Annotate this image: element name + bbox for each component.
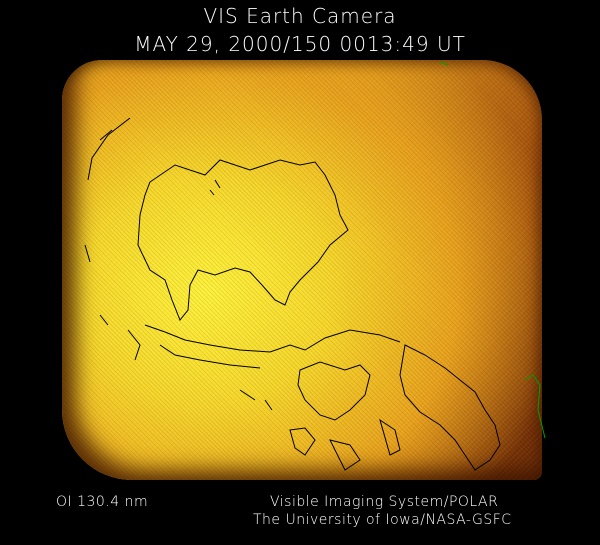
coastline-small-islands [209,179,401,471]
limb-trace [439,61,546,439]
coastline-misc [84,244,273,411]
instrument-label: Visible Imaging System/POLAR [270,494,499,510]
image-noise [62,60,542,480]
coastline-new-guinea [399,344,501,471]
coastline-islands-west [127,324,401,369]
coastline-asia [87,117,349,321]
earth-camera-image [62,60,542,480]
observation-timestamp: MAY 29, 2000/150 0013:49 UT [134,32,466,56]
camera-title: VIS Earth Camera [203,4,397,28]
institution-label: The University of Iowa/NASA-GSFC [253,512,512,528]
filter-wavelength-label: OI 130.4 nm [56,494,149,510]
coastline-borneo [297,361,371,421]
